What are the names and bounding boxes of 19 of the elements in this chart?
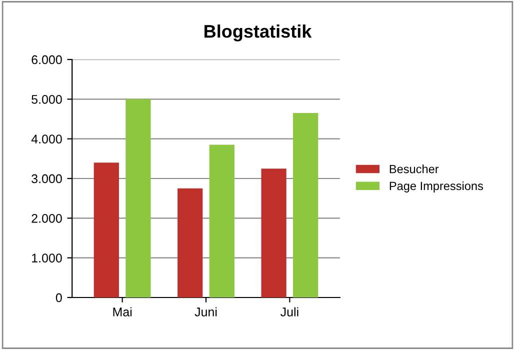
y-tick-label: 1.000 — [32, 254, 62, 262]
legend-label: Page Impressions — [390, 181, 483, 192]
x-tick-label: Juni — [194, 307, 217, 316]
y-tick-label: 0 — [56, 293, 62, 302]
bar — [261, 168, 286, 298]
y-tick-label: 2.000 — [32, 214, 62, 223]
chart-title: Blogstatistik — [204, 24, 312, 42]
y-tick-label: 5.000 — [32, 94, 62, 104]
y-tick-label: 3.000 — [32, 174, 62, 184]
bar — [94, 162, 119, 298]
bar — [209, 144, 234, 298]
y-tick-label: 6.000 — [32, 55, 62, 64]
bar — [126, 99, 151, 298]
x-tick-label: Juli — [280, 307, 298, 316]
y-tick-label: 4.000 — [31, 134, 62, 144]
legend-label: Besucher — [390, 164, 439, 174]
x-tick-label: Mai — [113, 307, 132, 316]
bar — [178, 188, 203, 298]
bar — [293, 113, 318, 298]
